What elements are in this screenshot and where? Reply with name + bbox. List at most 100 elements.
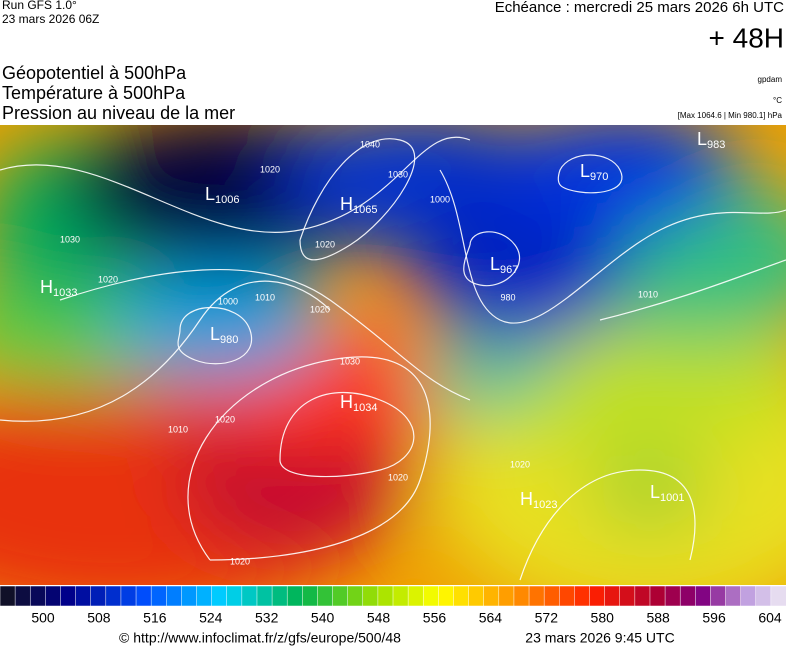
run-date: 23 mars 2026 06Z (2, 12, 99, 26)
colorbar-label: 516 (143, 610, 167, 626)
unit: [Max 1064.6 | Min 980.1] hPa (678, 111, 783, 120)
run-label: Run GFS 1.0° (2, 0, 77, 12)
center-type: H (520, 489, 533, 509)
colorbar-label: 556 (423, 610, 447, 626)
colorbar-label: 588 (646, 610, 670, 626)
footer-timestamp: 23 mars 2026 9:45 UTC (525, 630, 674, 646)
colorbar-label: 596 (702, 610, 726, 626)
colorbar-swatch (362, 585, 379, 607)
pressure-center: H1033 (40, 277, 77, 299)
title-line: Géopotentiel à 500hPa (2, 63, 187, 83)
colorbar-swatch (196, 585, 213, 607)
isobar-label: 1000 (218, 296, 238, 306)
colorbar (0, 585, 786, 607)
colorbar-swatch (649, 585, 666, 607)
colorbar-swatch (468, 585, 485, 607)
colorbar-swatch (29, 585, 47, 607)
isobar-label: 1040 (360, 139, 380, 149)
isobar-label: 1020 (230, 556, 250, 566)
colorbar-label: 572 (535, 610, 559, 626)
colorbar-swatch (332, 585, 349, 607)
pressure-center: L980 (210, 324, 238, 346)
colorbar-swatch (256, 585, 273, 607)
colorbar-swatch (422, 585, 440, 607)
colorbar-swatch (589, 585, 606, 607)
colorbar-swatch (755, 585, 772, 607)
colorbar-label: 548 (367, 610, 391, 626)
center-type: L (580, 161, 590, 181)
colorbar-swatch (347, 585, 364, 607)
isobar-label: 1010 (168, 424, 188, 434)
isobar-label: 1020 (98, 274, 118, 284)
colorbar-swatch (271, 585, 288, 607)
center-value: 967 (500, 264, 518, 276)
colorbar-swatch (181, 585, 198, 607)
colorbar-label: 540 (311, 610, 335, 626)
colorbar-swatch (453, 585, 470, 607)
colorbar-swatch (166, 585, 183, 607)
colorbar-swatch (0, 585, 16, 607)
colorbar-swatch (392, 585, 409, 607)
center-value: 1033 (53, 287, 77, 299)
colorbar-label: 564 (479, 610, 503, 626)
center-type: L (205, 184, 215, 204)
pressure-center: L970 (580, 161, 608, 183)
colorbar-swatch (14, 585, 31, 607)
pressure-center: L967 (490, 254, 518, 276)
center-value: 983 (707, 139, 725, 151)
colorbar-swatch (135, 585, 152, 607)
isobar-label: 1020 (310, 304, 330, 314)
footer-url: © http://www.infoclimat.fr/z/gfs/europe/… (119, 630, 401, 646)
center-type: L (490, 254, 500, 274)
colorbar-swatch (498, 585, 515, 607)
center-value: 980 (220, 334, 238, 346)
colorbar-swatch (770, 585, 786, 607)
unit: gpdam (758, 75, 783, 84)
colorbar-label: 532 (255, 610, 279, 626)
pressure-center: H1065 (340, 194, 377, 216)
title-line: Température à 500hPa (2, 83, 186, 103)
colorbar-swatch (150, 585, 168, 607)
title-line: Pression au niveau de la mer (2, 103, 235, 123)
colorbar-swatch (725, 585, 742, 607)
isobar-label: 1030 (340, 356, 360, 366)
colorbar-label: 524 (199, 610, 223, 626)
pressure-center: L983 (697, 129, 725, 151)
center-value: 1065 (353, 204, 377, 216)
isobar-label: 1000 (430, 194, 450, 204)
colorbar-swatch (559, 585, 576, 607)
colorbar-swatch (619, 585, 636, 607)
colorbar-swatch (634, 585, 651, 607)
isobar-label: 1010 (638, 289, 658, 299)
colorbar-swatch (317, 585, 334, 607)
isobar-label: 980 (500, 292, 515, 302)
colorbar-swatch (604, 585, 621, 607)
isobar-label: 1030 (60, 234, 80, 244)
colorbar-swatch (120, 585, 137, 607)
colorbar-swatch (60, 585, 77, 607)
valid-time: Echéance : mercredi 25 mars 2026 6h UTC (495, 0, 784, 16)
center-type: L (697, 129, 707, 149)
colorbar-swatch (90, 585, 107, 607)
colorbar-swatch (302, 585, 319, 607)
colorbar-swatch (226, 585, 243, 607)
pressure-center: H1034 (340, 392, 377, 414)
colorbar-label: 604 (758, 610, 782, 626)
center-type: H (40, 277, 53, 297)
isobar-label: 1020 (215, 414, 235, 424)
colorbar-swatch (241, 585, 258, 607)
center-value: 1034 (353, 402, 377, 414)
colorbar-label: 500 (31, 610, 55, 626)
pressure-center: L1006 (205, 184, 240, 206)
map: L1006 H1065L970L983H1033L967L980H1034L100… (0, 125, 786, 585)
colorbar-swatch (740, 585, 757, 607)
lead-time: + 48H (709, 22, 785, 53)
colorbar-swatch (543, 585, 561, 607)
center-type: H (340, 392, 353, 412)
colorbar-swatch (483, 585, 500, 607)
colorbar-swatch (377, 585, 394, 607)
colorbar-swatch (710, 585, 727, 607)
isobar-label: 1020 (388, 472, 408, 482)
colorbar-swatch (528, 585, 545, 607)
